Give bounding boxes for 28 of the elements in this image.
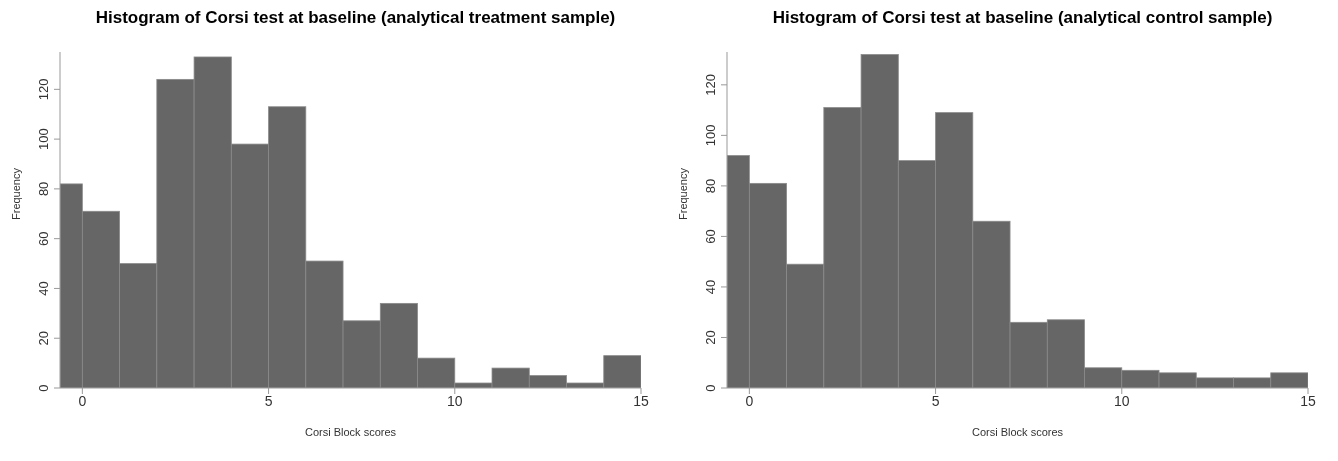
y-tick-label: 20 xyxy=(703,330,718,345)
y-tick-label: 0 xyxy=(36,384,51,392)
x-tick-label: 10 xyxy=(1113,392,1130,409)
y-axis-title: Frequency xyxy=(676,167,689,220)
x-tick-label: 10 xyxy=(446,392,463,409)
y-axis-title: Frequency xyxy=(9,167,22,220)
y-tick-label: 80 xyxy=(36,181,51,197)
y-tick-label: 60 xyxy=(703,229,718,244)
y-tick-label: 100 xyxy=(36,128,51,150)
y-tick-label: 60 xyxy=(36,231,51,246)
y-tick-label: 20 xyxy=(36,330,51,346)
x-tick-label: 0 xyxy=(78,392,87,409)
x-tick-label: 5 xyxy=(264,392,273,409)
x-tick-label: 15 xyxy=(633,392,649,409)
y-tick-label: 0 xyxy=(703,384,718,392)
y-tick-label: 120 xyxy=(36,78,51,101)
chart-title: Histogram of Corsi test at baseline (analytical treatment sample) xyxy=(94,8,617,29)
y-tick-label: 80 xyxy=(703,178,718,194)
x-tick-label: 0 xyxy=(745,392,754,409)
chart-title: Histogram of Corsi test at baseline (analytical control sample) xyxy=(771,8,1274,29)
y-tick-label: 40 xyxy=(36,281,51,296)
y-tick-label: 40 xyxy=(703,279,718,295)
x-tick-label: 5 xyxy=(931,392,940,409)
y-tick-label: 100 xyxy=(703,124,718,147)
y-tick-label: 120 xyxy=(703,73,718,96)
x-axis-title: Corsi Block scores xyxy=(971,426,1064,438)
x-axis-title: Corsi Block scores xyxy=(304,426,397,438)
x-tick-label: 15 xyxy=(1300,392,1316,409)
